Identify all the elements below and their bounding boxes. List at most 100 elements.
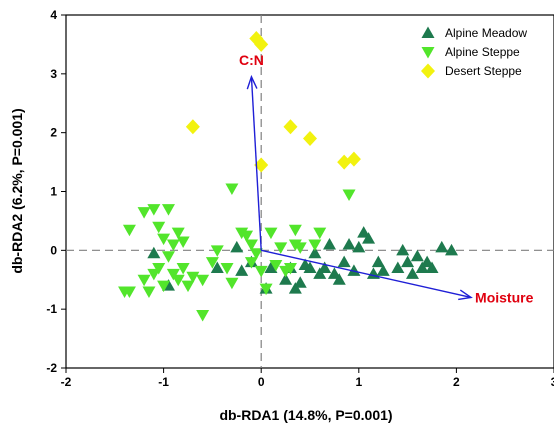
point-alpine-steppe <box>210 245 224 257</box>
legend-marker <box>421 63 435 79</box>
y-tick-label: -2 <box>46 361 57 375</box>
point-alpine-meadow <box>318 261 332 273</box>
point-alpine-meadow <box>357 226 371 238</box>
point-alpine-steppe <box>254 265 268 278</box>
legend: Alpine Meadow Alpine Steppe Desert Steppe <box>421 26 527 79</box>
biplot-vectors: C:N Moisture <box>239 52 534 306</box>
point-alpine-steppe <box>147 204 161 216</box>
point-desert-steppe <box>283 119 298 135</box>
point-alpine-meadow <box>293 276 307 288</box>
point-alpine-steppe <box>274 242 288 254</box>
point-alpine-steppe <box>157 233 171 246</box>
scatter-points <box>118 31 459 322</box>
point-alpine-steppe <box>196 310 210 322</box>
point-alpine-meadow <box>347 264 361 276</box>
point-alpine-steppe <box>186 271 200 284</box>
x-tick-label: 2 <box>453 375 460 389</box>
point-alpine-steppe <box>152 262 166 275</box>
x-tick-label: 0 <box>258 375 265 389</box>
point-alpine-steppe <box>196 274 210 287</box>
point-alpine-steppe <box>147 268 161 281</box>
point-alpine-meadow <box>235 264 249 276</box>
point-alpine-meadow <box>332 273 346 285</box>
point-alpine-steppe <box>249 248 263 260</box>
point-desert-steppe <box>254 36 269 52</box>
point-alpine-steppe <box>122 286 136 299</box>
y-tick-label: 0 <box>50 243 57 257</box>
point-alpine-meadow <box>410 249 424 262</box>
point-alpine-meadow <box>342 237 356 250</box>
point-alpine-meadow <box>323 237 337 250</box>
point-alpine-meadow <box>376 264 390 276</box>
point-alpine-steppe <box>225 183 239 196</box>
point-alpine-meadow <box>415 261 429 273</box>
vector-label: Moisture <box>475 289 534 305</box>
y-tick-label: 2 <box>50 126 57 140</box>
point-alpine-steppe <box>176 236 190 249</box>
vector-arrowhead <box>458 289 473 301</box>
point-alpine-steppe <box>205 257 219 269</box>
point-alpine-steppe <box>157 280 171 293</box>
point-desert-steppe <box>337 154 352 170</box>
point-alpine-steppe <box>171 227 185 240</box>
point-alpine-steppe <box>283 262 297 275</box>
point-alpine-meadow <box>288 282 302 294</box>
point-alpine-meadow <box>371 255 385 268</box>
point-alpine-steppe <box>308 239 322 251</box>
point-alpine-steppe <box>288 224 302 237</box>
point-alpine-steppe <box>220 262 234 275</box>
point-alpine-steppe <box>240 230 254 243</box>
point-alpine-meadow <box>445 243 459 256</box>
x-tick-label: -1 <box>158 375 169 389</box>
point-alpine-steppe <box>225 277 239 290</box>
point-alpine-steppe <box>137 207 151 219</box>
point-alpine-meadow <box>396 243 410 256</box>
point-alpine-steppe <box>269 260 283 272</box>
point-alpine-steppe <box>264 227 278 240</box>
point-alpine-meadow <box>210 261 224 273</box>
point-alpine-steppe <box>152 221 166 234</box>
y-tick-label: 4 <box>50 8 57 22</box>
point-alpine-meadow <box>147 246 161 259</box>
point-alpine-steppe <box>137 274 151 287</box>
vector-label: C:N <box>239 52 264 68</box>
y-tick-label: 1 <box>50 185 57 199</box>
legend-label: Alpine Meadow <box>445 26 527 40</box>
point-alpine-steppe <box>161 251 175 263</box>
point-alpine-meadow <box>327 267 341 279</box>
point-alpine-meadow <box>391 261 405 273</box>
y-tick-label: -1 <box>46 302 57 316</box>
point-alpine-steppe <box>313 227 327 240</box>
legend-marker <box>421 26 435 38</box>
y-axis-title: db-RDA2 (6.2%, P=0.001) <box>9 108 25 273</box>
x-tick-label: 1 <box>355 375 362 389</box>
point-alpine-steppe <box>293 242 307 254</box>
point-alpine-meadow <box>308 246 322 259</box>
point-alpine-steppe <box>122 224 136 237</box>
point-alpine-meadow <box>279 273 293 285</box>
point-alpine-meadow <box>435 240 449 253</box>
point-desert-steppe <box>303 131 317 147</box>
point-alpine-steppe <box>181 280 195 293</box>
point-alpine-steppe <box>244 239 258 251</box>
point-alpine-meadow <box>303 261 317 273</box>
point-alpine-steppe <box>166 239 180 251</box>
point-alpine-meadow <box>405 267 419 279</box>
point-alpine-steppe <box>161 204 175 216</box>
point-alpine-steppe <box>244 257 258 269</box>
legend-label: Desert Steppe <box>445 64 522 78</box>
point-alpine-meadow <box>352 240 366 253</box>
point-alpine-meadow <box>425 261 439 273</box>
point-alpine-steppe <box>142 286 156 299</box>
point-alpine-meadow <box>313 267 327 279</box>
point-alpine-meadow <box>337 255 351 268</box>
point-alpine-meadow <box>362 232 376 244</box>
point-desert-steppe <box>185 119 200 135</box>
point-alpine-steppe <box>166 268 180 281</box>
point-alpine-meadow <box>264 261 278 273</box>
axis-ticks: -2 -1 0 1 2 3 -2 -1 0 1 2 3 4 <box>46 8 554 389</box>
point-alpine-meadow <box>420 255 434 268</box>
point-desert-steppe <box>254 157 269 173</box>
point-desert-steppe <box>346 151 361 167</box>
point-alpine-meadow <box>401 255 415 268</box>
